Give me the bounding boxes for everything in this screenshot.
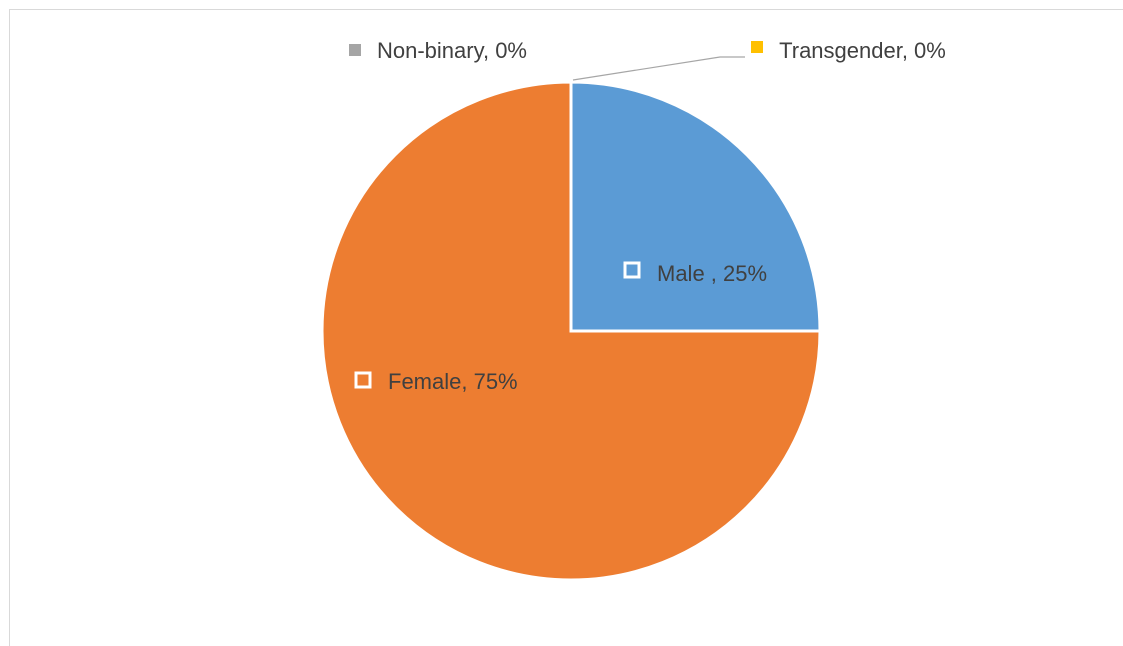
legend-key — [354, 371, 372, 389]
legend-key — [349, 44, 361, 56]
pie-slice — [569, 80, 822, 333]
legend-key — [623, 261, 641, 279]
chart-border — [9, 9, 1123, 646]
legend-key — [751, 41, 763, 53]
data-label: Non-binary, 0% — [377, 38, 527, 63]
leader-line — [572, 56, 745, 81]
data-label: Transgender, 0% — [779, 38, 946, 63]
data-label: Male , 25% — [657, 261, 768, 286]
data-label: Female, 75% — [388, 369, 518, 394]
